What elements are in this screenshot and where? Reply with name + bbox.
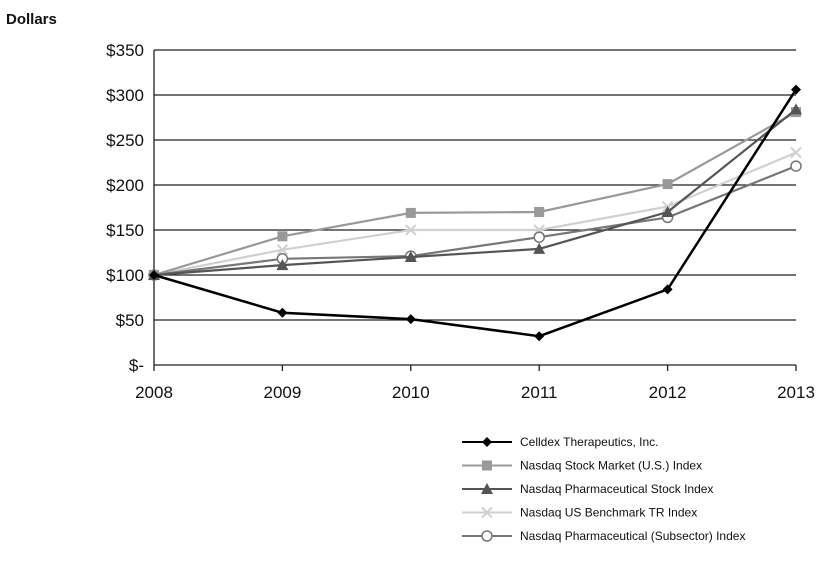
data-point-triangle <box>276 259 289 271</box>
series-line <box>153 151 797 277</box>
data-point-triangle <box>790 103 802 115</box>
series-3 <box>148 146 802 281</box>
y-tick-label: $200 <box>106 176 144 195</box>
data-point-diamond <box>791 84 801 95</box>
series-line <box>153 111 797 277</box>
data-point-x <box>790 146 802 159</box>
data-point-diamond <box>482 437 492 447</box>
x-tick-label: 2008 <box>135 383 173 402</box>
data-point-diamond <box>662 284 673 295</box>
data-point-diamond <box>277 307 288 318</box>
y-tick-label: $150 <box>106 221 144 240</box>
y-tick-label: $100 <box>106 266 144 285</box>
y-tick-label: $350 <box>106 41 144 60</box>
legend-item: Nasdaq Pharmaceutical (Subsector) Index <box>462 529 745 543</box>
legend-label: Nasdaq Pharmaceutical (Subsector) Index <box>520 529 745 543</box>
x-tick-label: 2009 <box>263 383 301 402</box>
x-marker-stroke <box>276 244 289 256</box>
x-tick-label: 2011 <box>521 383 558 402</box>
legend-item: Celldex Therapeutics, Inc. <box>462 435 659 449</box>
data-point-circle <box>481 530 493 542</box>
legend-item: Nasdaq Pharmaceutical Stock Index <box>462 482 713 496</box>
x-marker-stroke <box>405 224 417 236</box>
legend-item: Nasdaq US Benchmark TR Index <box>462 506 697 520</box>
data-point-x <box>405 224 417 236</box>
data-point-diamond <box>405 314 416 325</box>
legend-label: Nasdaq Pharmaceutical Stock Index <box>520 482 713 496</box>
data-point-diamond <box>534 331 545 342</box>
data-point-circle <box>533 231 545 243</box>
axes <box>153 50 797 371</box>
legend-label: Nasdaq US Benchmark TR Index <box>520 506 697 520</box>
series-2 <box>148 103 802 280</box>
series-4 <box>148 160 802 281</box>
legend-label: Celldex Therapeutics, Inc. <box>520 435 659 449</box>
data-point-square <box>482 460 492 471</box>
x-marker-stroke <box>790 146 802 159</box>
data-point-triangle <box>533 242 546 254</box>
data-point-square <box>277 231 288 242</box>
x-tick-label: 2012 <box>649 383 687 402</box>
data-point-diamond <box>149 270 159 280</box>
series-group <box>148 84 802 342</box>
data-point-circle <box>790 160 802 172</box>
series-0 <box>149 84 801 342</box>
legend-item: Nasdaq Stock Market (U.S.) Index <box>462 459 702 473</box>
legend-label: Nasdaq Stock Market (U.S.) Index <box>520 459 702 473</box>
data-point-square <box>405 207 416 218</box>
x-tick-label: 2013 <box>777 383 815 402</box>
y-tick-labels: $- $50 $100 $150 $200 $250 $300 $350 <box>106 41 144 375</box>
series-line <box>153 165 797 277</box>
series-line <box>153 88 798 338</box>
data-point-triangle <box>661 206 674 217</box>
y-tick-label: $- <box>129 356 144 375</box>
series-1 <box>149 107 801 280</box>
x-marker-stroke <box>481 506 493 519</box>
series-line <box>153 108 797 277</box>
data-point-triangle <box>481 483 493 494</box>
x-tick-label: 2010 <box>392 383 430 402</box>
y-tick-label: $250 <box>106 131 144 150</box>
y-axis-label: Dollars <box>6 11 57 28</box>
y-tick-label: $50 <box>116 311 144 330</box>
data-point-x <box>481 506 493 519</box>
data-point-square <box>662 179 673 190</box>
data-point-square <box>534 207 545 217</box>
y-tick-label: $300 <box>106 86 144 105</box>
data-point-triangle <box>404 251 417 262</box>
legend: Celldex Therapeutics, Inc. Nasdaq Stock M… <box>462 435 745 543</box>
data-point-x <box>276 244 289 256</box>
x-tick-labels: 2008 2009 2010 2011 2012 2013 <box>135 383 815 402</box>
